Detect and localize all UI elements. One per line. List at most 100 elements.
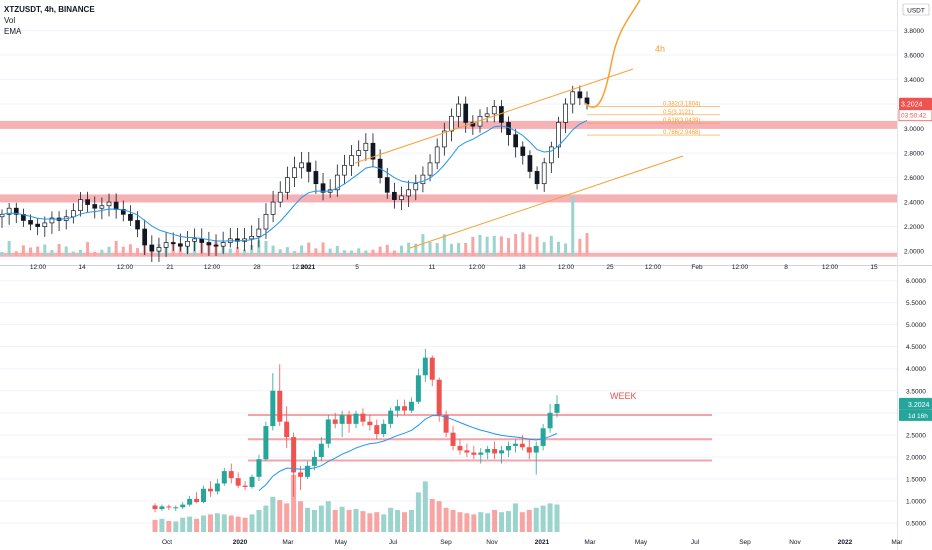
- projection-curve[interactable]: [584, 0, 641, 108]
- candle-up[interactable]: [292, 167, 297, 178]
- weekly-candle-down[interactable]: [492, 449, 498, 454]
- weekly-candle-up[interactable]: [159, 506, 165, 510]
- candle-down[interactable]: [128, 213, 133, 221]
- candle-up[interactable]: [563, 103, 568, 123]
- ema-indicator-label[interactable]: EMA: [4, 27, 22, 36]
- weekly-candle-down[interactable]: [526, 447, 532, 453]
- candle-up[interactable]: [441, 130, 447, 148]
- candle-up[interactable]: [342, 164, 347, 176]
- weekly-candle-down[interactable]: [152, 505, 158, 510]
- weekly-candle-down[interactable]: [464, 450, 470, 453]
- candle-up[interactable]: [491, 106, 497, 115]
- candle-up[interactable]: [192, 238, 197, 242]
- candle-up[interactable]: [49, 217, 55, 224]
- candle-down[interactable]: [120, 209, 126, 215]
- candle-up[interactable]: [399, 195, 404, 200]
- candle-up[interactable]: [356, 150, 362, 156]
- weekly-candle-up[interactable]: [408, 401, 414, 411]
- weekly-candle-up[interactable]: [512, 443, 518, 446]
- candle-down[interactable]: [92, 204, 98, 209]
- weekly-candle-up[interactable]: [173, 507, 179, 509]
- candle-down[interactable]: [370, 142, 376, 160]
- weekly-candle-up[interactable]: [187, 498, 193, 505]
- candle-down[interactable]: [534, 171, 540, 185]
- weekly-candle-down[interactable]: [346, 415, 352, 424]
- candle-down[interactable]: [28, 220, 33, 225]
- candle-up[interactable]: [185, 240, 190, 247]
- support-resistance-zone[interactable]: [0, 252, 897, 257]
- weekly-candle-up[interactable]: [325, 419, 331, 444]
- symbol-line[interactable]: XTZUSDT, 4h, BINANCE: [4, 5, 95, 14]
- candle-up[interactable]: [285, 177, 290, 193]
- weekly-candle-down[interactable]: [298, 472, 304, 477]
- candle-up[interactable]: [163, 242, 169, 248]
- weekly-candle-up[interactable]: [353, 413, 359, 424]
- candle-up[interactable]: [541, 162, 547, 185]
- candle-down[interactable]: [463, 103, 469, 123]
- candle-down[interactable]: [170, 242, 176, 245]
- weekly-candle-down[interactable]: [429, 357, 435, 380]
- channel-upper-line[interactable]: [354, 68, 634, 164]
- candle-up[interactable]: [106, 201, 112, 207]
- weekly-ema-line[interactable]: [258, 415, 558, 491]
- candle-up[interactable]: [6, 207, 12, 215]
- candle-up[interactable]: [434, 146, 440, 164]
- candle-up[interactable]: [263, 213, 269, 230]
- weekly-candle-down[interactable]: [443, 415, 449, 433]
- weekly-candle-up[interactable]: [540, 428, 546, 446]
- weekly-candle-up[interactable]: [554, 404, 560, 413]
- weekly-candle-up[interactable]: [221, 471, 227, 484]
- weekly-countdown-tag[interactable]: [899, 409, 932, 421]
- candle-up[interactable]: [413, 183, 419, 191]
- weekly-candle-down[interactable]: [471, 452, 477, 455]
- candle-down[interactable]: [149, 244, 155, 252]
- weekly-candle-down[interactable]: [436, 379, 442, 416]
- weekly-candle-down[interactable]: [374, 425, 380, 435]
- weekly-candle-up[interactable]: [214, 483, 220, 492]
- candle-down[interactable]: [577, 91, 583, 99]
- last-price-tag[interactable]: [899, 97, 932, 110]
- weekly-candle-up[interactable]: [263, 426, 269, 460]
- weekly-candle-down[interactable]: [519, 443, 525, 448]
- candle-down[interactable]: [520, 146, 526, 156]
- candle-down[interactable]: [206, 242, 212, 246]
- candle-up[interactable]: [406, 189, 411, 197]
- weekly-candle-down[interactable]: [194, 498, 200, 502]
- weekly-candle-up[interactable]: [249, 476, 255, 487]
- candle-up[interactable]: [484, 113, 490, 117]
- weekly-candle-up[interactable]: [318, 443, 324, 457]
- candle-down[interactable]: [35, 223, 41, 227]
- weekly-candle-up[interactable]: [547, 412, 553, 429]
- candle-up[interactable]: [449, 115, 454, 132]
- candle-up[interactable]: [420, 174, 426, 185]
- weekly-candle-down[interactable]: [207, 488, 213, 492]
- candle-down[interactable]: [13, 207, 19, 215]
- weekly-candle-up[interactable]: [485, 449, 491, 453]
- candle-up[interactable]: [277, 191, 283, 203]
- weekly-candle-up[interactable]: [201, 488, 207, 502]
- weekly-candle-up[interactable]: [422, 357, 428, 376]
- candle-up[interactable]: [349, 155, 354, 166]
- ema-line[interactable]: [1, 119, 588, 242]
- candle-up[interactable]: [548, 146, 554, 164]
- weekly-candle-up[interactable]: [339, 415, 345, 424]
- candle-up[interactable]: [70, 210, 76, 218]
- weekly-candle-down[interactable]: [457, 445, 463, 451]
- candle-up[interactable]: [270, 201, 276, 215]
- candle-down[interactable]: [142, 228, 148, 246]
- weekly-candle-down[interactable]: [367, 421, 373, 426]
- candle-up[interactable]: [220, 242, 226, 247]
- weekly-candle-up[interactable]: [381, 423, 387, 435]
- weekly-candle-down[interactable]: [242, 485, 248, 487]
- weekly-candle-down[interactable]: [228, 471, 234, 479]
- weekly-candle-up[interactable]: [505, 445, 511, 451]
- candle-up[interactable]: [363, 142, 369, 151]
- weekly-candle-up[interactable]: [499, 450, 505, 454]
- weekly-candle-down[interactable]: [291, 437, 297, 473]
- countdown-tag[interactable]: [898, 109, 932, 122]
- weekly-candle-down[interactable]: [235, 478, 241, 486]
- weekly-candle-up[interactable]: [478, 452, 484, 455]
- candle-up[interactable]: [299, 162, 304, 169]
- candle-down[interactable]: [306, 162, 312, 172]
